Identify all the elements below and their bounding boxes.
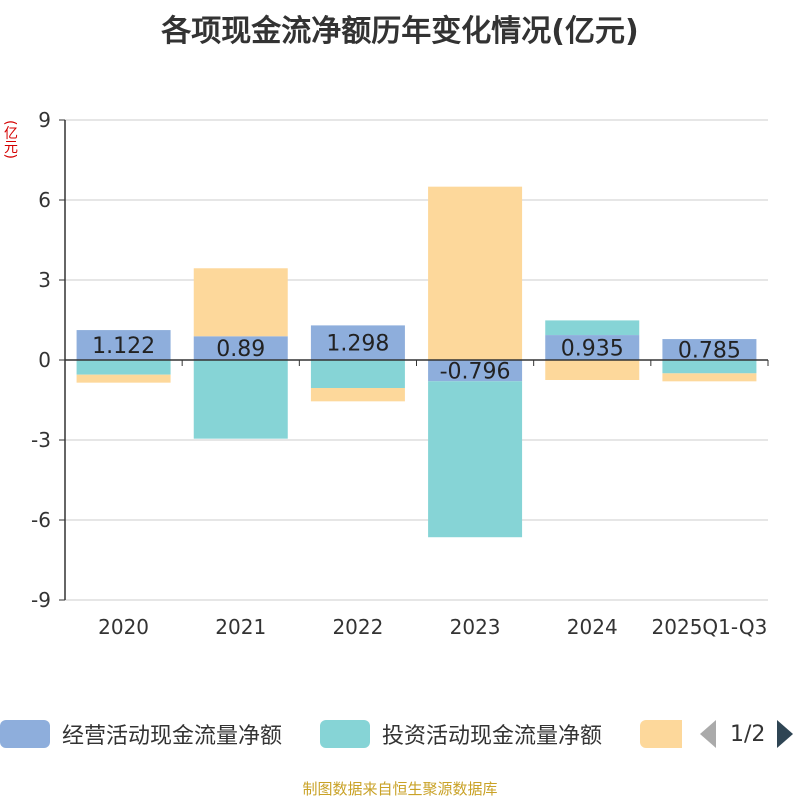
legend-swatch-financing <box>640 720 682 748</box>
y-axis-unit-label: (亿元) <box>2 120 18 159</box>
data-label-5: 0.785 <box>678 339 741 364</box>
legend-swatch-operating <box>0 720 50 748</box>
bar-2-4 <box>545 360 640 380</box>
legend-item-financing[interactable] <box>640 716 682 752</box>
y-tick-label-5: -6 <box>31 508 51 532</box>
bar-2-3 <box>428 186 523 360</box>
bar-1-0 <box>76 360 171 375</box>
bar-0-0 <box>76 330 171 360</box>
bar-chart: 9 6 3 0 -3 -6 -9 1.122 0.89 1.298 -0.796 0.935 0.785… <box>31 108 769 639</box>
legend-item-investing[interactable]: 投资活动现金流量净额 <box>320 716 602 752</box>
legend-label-investing: 投资活动现金流量净额 <box>382 724 603 749</box>
y-tick-label-1: 6 <box>38 188 51 212</box>
y-tick-label-4: -3 <box>31 428 51 452</box>
legend-item-operating[interactable]: 经营活动现金流量净额 <box>0 716 282 752</box>
data-label-3: -0.796 <box>440 360 511 385</box>
legend-page-indicator: 1/2 <box>730 721 766 747</box>
bar-1-4 <box>545 320 640 336</box>
legend-swatch-investing <box>320 720 370 748</box>
x-tick-label-1: 2021 <box>215 615 266 639</box>
legend: 经营活动现金流量净额 投资活动现金流量净额 1/2 <box>0 716 800 756</box>
data-label-1: 0.89 <box>216 337 265 362</box>
bar-1-2 <box>310 360 405 388</box>
bar-2-1 <box>193 268 288 337</box>
legend-next-page-icon[interactable] <box>777 720 794 748</box>
data-label-4: 0.935 <box>561 337 624 362</box>
x-tick-label-5: 2025Q1-Q3 <box>652 615 768 639</box>
y-tick-label-0: 9 <box>38 108 51 132</box>
bar-2-5 <box>662 373 757 382</box>
bar-1-3 <box>428 381 523 538</box>
x-tick-label-4: 2024 <box>567 615 618 639</box>
bar-0-5 <box>662 339 757 360</box>
bar-2-0 <box>76 374 171 383</box>
bar-1-1 <box>193 360 288 439</box>
x-tick-label-2: 2022 <box>332 615 383 639</box>
bar-2-2 <box>310 388 405 402</box>
legend-pager: 1/2 <box>700 716 794 752</box>
bar-1-5 <box>662 360 757 374</box>
bar-0-4 <box>545 335 640 360</box>
x-tick-label-3: 2023 <box>450 615 501 639</box>
y-tick-label-6: -9 <box>31 588 51 612</box>
data-label-0: 1.122 <box>92 334 155 359</box>
x-tick-label-0: 2020 <box>98 615 149 639</box>
bar-0-1 <box>193 336 288 360</box>
y-tick-label-3: 0 <box>38 348 51 372</box>
bar-0-3 <box>428 360 523 382</box>
bar-0-2 <box>310 325 405 360</box>
data-source-note: 制图数据来自恒生聚源数据库 <box>302 780 498 798</box>
data-label-2: 1.298 <box>326 332 389 357</box>
legend-prev-page-icon[interactable] <box>700 720 716 748</box>
y-tick-label-2: 3 <box>38 268 51 292</box>
chart-title: 各项现金流净额历年变化情况(亿元) <box>161 14 639 49</box>
legend-label-operating: 经营活动现金流量净额 <box>62 724 283 749</box>
